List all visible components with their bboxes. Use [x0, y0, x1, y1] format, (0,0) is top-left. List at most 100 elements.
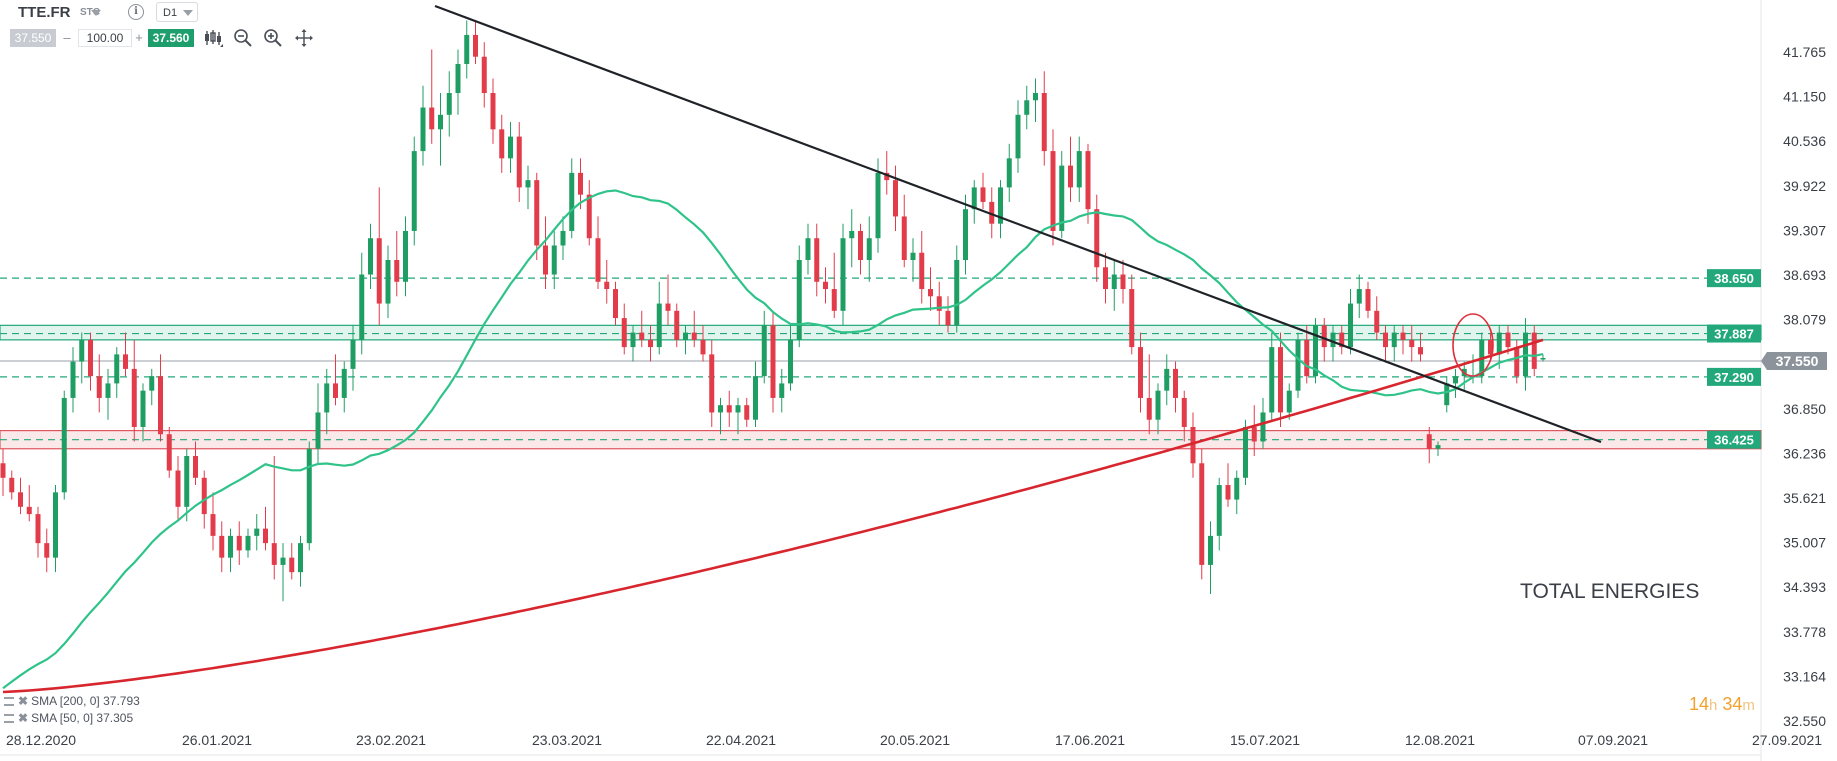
candle — [263, 506, 268, 551]
candle — [1435, 441, 1441, 457]
price-tick-label: 41.765 — [1783, 44, 1826, 60]
candle — [761, 310, 767, 384]
candlestick-type-icon[interactable] — [203, 28, 223, 48]
candle — [429, 49, 435, 144]
time-tick-label: 07.09.2021 — [1578, 732, 1648, 748]
legend-sma200[interactable]: ✖ SMA [200, 0] 37.793 — [4, 694, 140, 708]
candle — [1120, 259, 1126, 304]
legend-sma50[interactable]: ✖ SMA [50, 0] 37.305 — [4, 711, 133, 725]
candle — [149, 368, 155, 406]
candle — [114, 347, 120, 398]
time-tick-label: 28.12.2020 — [6, 732, 76, 748]
quantity-decrease-button[interactable]: – — [63, 30, 71, 45]
candle — [490, 78, 496, 144]
level-badge — [1707, 430, 1761, 449]
candle — [324, 368, 330, 435]
pan-move-icon[interactable] — [294, 28, 314, 48]
level-badge — [1707, 367, 1761, 386]
info-icon[interactable]: i — [128, 4, 144, 20]
remove-indicator-icon[interactable]: ✖ — [18, 711, 29, 725]
symbol-dropdown-chevron-icon[interactable] — [91, 10, 101, 16]
candle — [79, 332, 85, 384]
candle — [534, 172, 540, 260]
level-badge-label: 37.887 — [1714, 327, 1754, 342]
candle — [280, 543, 286, 602]
indicator-settings-icon[interactable] — [4, 697, 14, 707]
candle — [823, 267, 828, 304]
candle — [508, 122, 513, 173]
quantity-input[interactable]: 100.00 — [78, 29, 132, 47]
candle — [1400, 325, 1406, 355]
candle — [1041, 71, 1047, 166]
candle — [1313, 318, 1318, 384]
indicator-settings-icon[interactable] — [4, 714, 14, 724]
time-tick-label: 26.01.2021 — [182, 732, 252, 748]
candle — [1208, 521, 1213, 594]
candle — [735, 397, 741, 435]
price-tick-label: 33.778 — [1783, 624, 1826, 640]
trendline[interactable] — [434, 4, 1602, 444]
candle — [1033, 78, 1038, 123]
legend-sma200-label: SMA [200, 0] 37.793 — [31, 694, 140, 708]
zoom-in-icon[interactable] — [263, 28, 283, 48]
candle — [805, 223, 811, 275]
timeframe-select[interactable]: D1 — [156, 2, 198, 22]
candle — [341, 361, 347, 413]
price-tick-label: 33.164 — [1783, 668, 1826, 684]
candle — [0, 448, 6, 496]
candle — [1418, 332, 1423, 362]
candle — [551, 230, 557, 290]
ask-price-button[interactable]: 37.560 — [148, 29, 194, 47]
candle — [691, 310, 697, 348]
time-tick-label: 12.08.2021 — [1405, 732, 1475, 748]
candle — [1050, 129, 1056, 246]
candle — [1409, 325, 1415, 362]
candle — [1383, 325, 1388, 362]
time-tick-label: 20.05.2021 — [880, 732, 950, 748]
candle — [1076, 136, 1082, 202]
candle — [525, 165, 531, 210]
candle — [289, 543, 295, 580]
candle — [1173, 361, 1178, 413]
level-badge-label: 37.290 — [1714, 370, 1754, 385]
quantity-increase-button[interactable]: + — [135, 30, 143, 45]
candle — [333, 354, 338, 406]
candle — [683, 325, 688, 355]
candle — [368, 223, 373, 290]
time-tick-label: 22.04.2021 — [706, 732, 776, 748]
countdown-hours: 14 — [1689, 694, 1710, 714]
candle — [884, 151, 890, 195]
price-axis: 41.765 41.150 40.536 39.922 39.307 38.693 38.0… — [1783, 44, 1826, 729]
candle — [271, 456, 277, 580]
level-badge-label: 38.650 — [1714, 271, 1754, 286]
candle — [420, 85, 426, 166]
candle — [350, 325, 356, 391]
candle — [858, 223, 863, 275]
candle — [1374, 296, 1380, 340]
highlight-circle — [1452, 313, 1494, 377]
candle — [910, 238, 916, 282]
price-tick-label: 39.922 — [1783, 178, 1826, 194]
candle — [770, 310, 776, 413]
zoom-out-icon[interactable] — [233, 28, 253, 48]
candle — [613, 281, 618, 326]
candle — [1356, 274, 1362, 319]
remove-indicator-icon[interactable]: ✖ — [18, 694, 29, 708]
price-tick-label: 39.307 — [1783, 222, 1826, 238]
bid-price-button[interactable]: 37.550 — [10, 29, 56, 47]
candle — [175, 456, 181, 522]
countdown-minutes: 34 — [1722, 694, 1743, 714]
candle — [1295, 332, 1301, 398]
candle — [919, 230, 925, 304]
symbol-label[interactable]: TTE.FR — [18, 4, 71, 21]
candle — [1391, 325, 1397, 362]
candle — [989, 187, 995, 239]
candle — [455, 49, 461, 115]
candle — [901, 194, 907, 268]
timeframe-value: D1 — [163, 7, 178, 19]
candle — [954, 245, 960, 333]
candle — [753, 361, 758, 427]
candle — [1278, 332, 1283, 427]
candle — [586, 180, 592, 246]
